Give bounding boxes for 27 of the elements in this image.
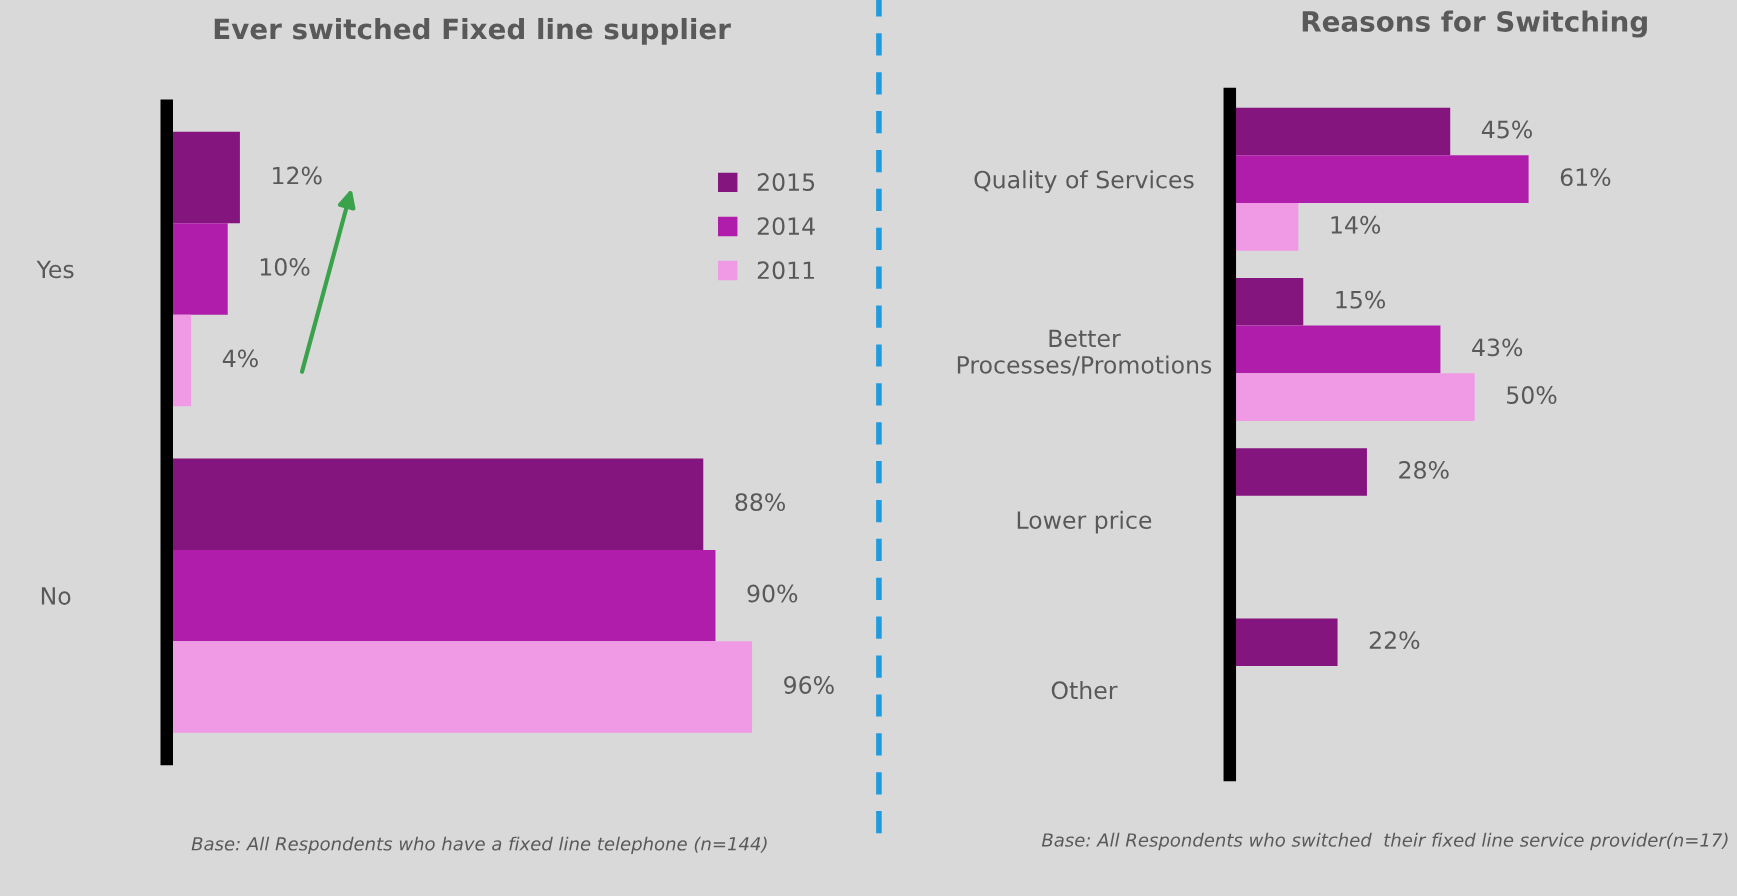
- data-label: 61%: [1560, 168, 1611, 187]
- text: Base: All Respondents who have a fixed line telephone (n=144): [191, 836, 767, 855]
- y-tick-label: Lower price: [1017, 510, 1152, 534]
- data-label: 50%: [1507, 386, 1557, 404]
- y-tick-label: Quality of Services: [974, 170, 1194, 194]
- data-label: 12%: [273, 166, 322, 185]
- legend-label: 2011: [757, 261, 814, 280]
- legend-label: 2014: [757, 217, 815, 236]
- data-label: 15%: [1336, 290, 1385, 309]
- data-label: 96%: [784, 676, 834, 694]
- y-tick-label: Other: [1051, 680, 1118, 700]
- y-tick-label: Better Processes/Promotions: [957, 329, 1212, 376]
- data-label: 22%: [1369, 631, 1420, 650]
- data-label: 90%: [747, 584, 798, 603]
- y-tick-label: Yes: [36, 260, 74, 279]
- chart-title: Reasons for Switching: [1302, 10, 1647, 38]
- data-label: 43%: [1472, 338, 1523, 357]
- chart-title: Ever switched Fixed line supplier: [214, 17, 731, 45]
- data-label: 88%: [735, 493, 786, 512]
- data-label: 14%: [1331, 215, 1381, 234]
- data-label: 28%: [1399, 461, 1449, 479]
- data-label: 4%: [222, 349, 258, 368]
- legend-label: 2015: [757, 173, 815, 191]
- text: Base: All Respondents who switched their fixed line service provider(n=17): [1041, 832, 1728, 851]
- y-tick-label: No: [41, 587, 71, 605]
- data-label: 10%: [260, 258, 310, 276]
- data-label: 45%: [1481, 120, 1532, 139]
